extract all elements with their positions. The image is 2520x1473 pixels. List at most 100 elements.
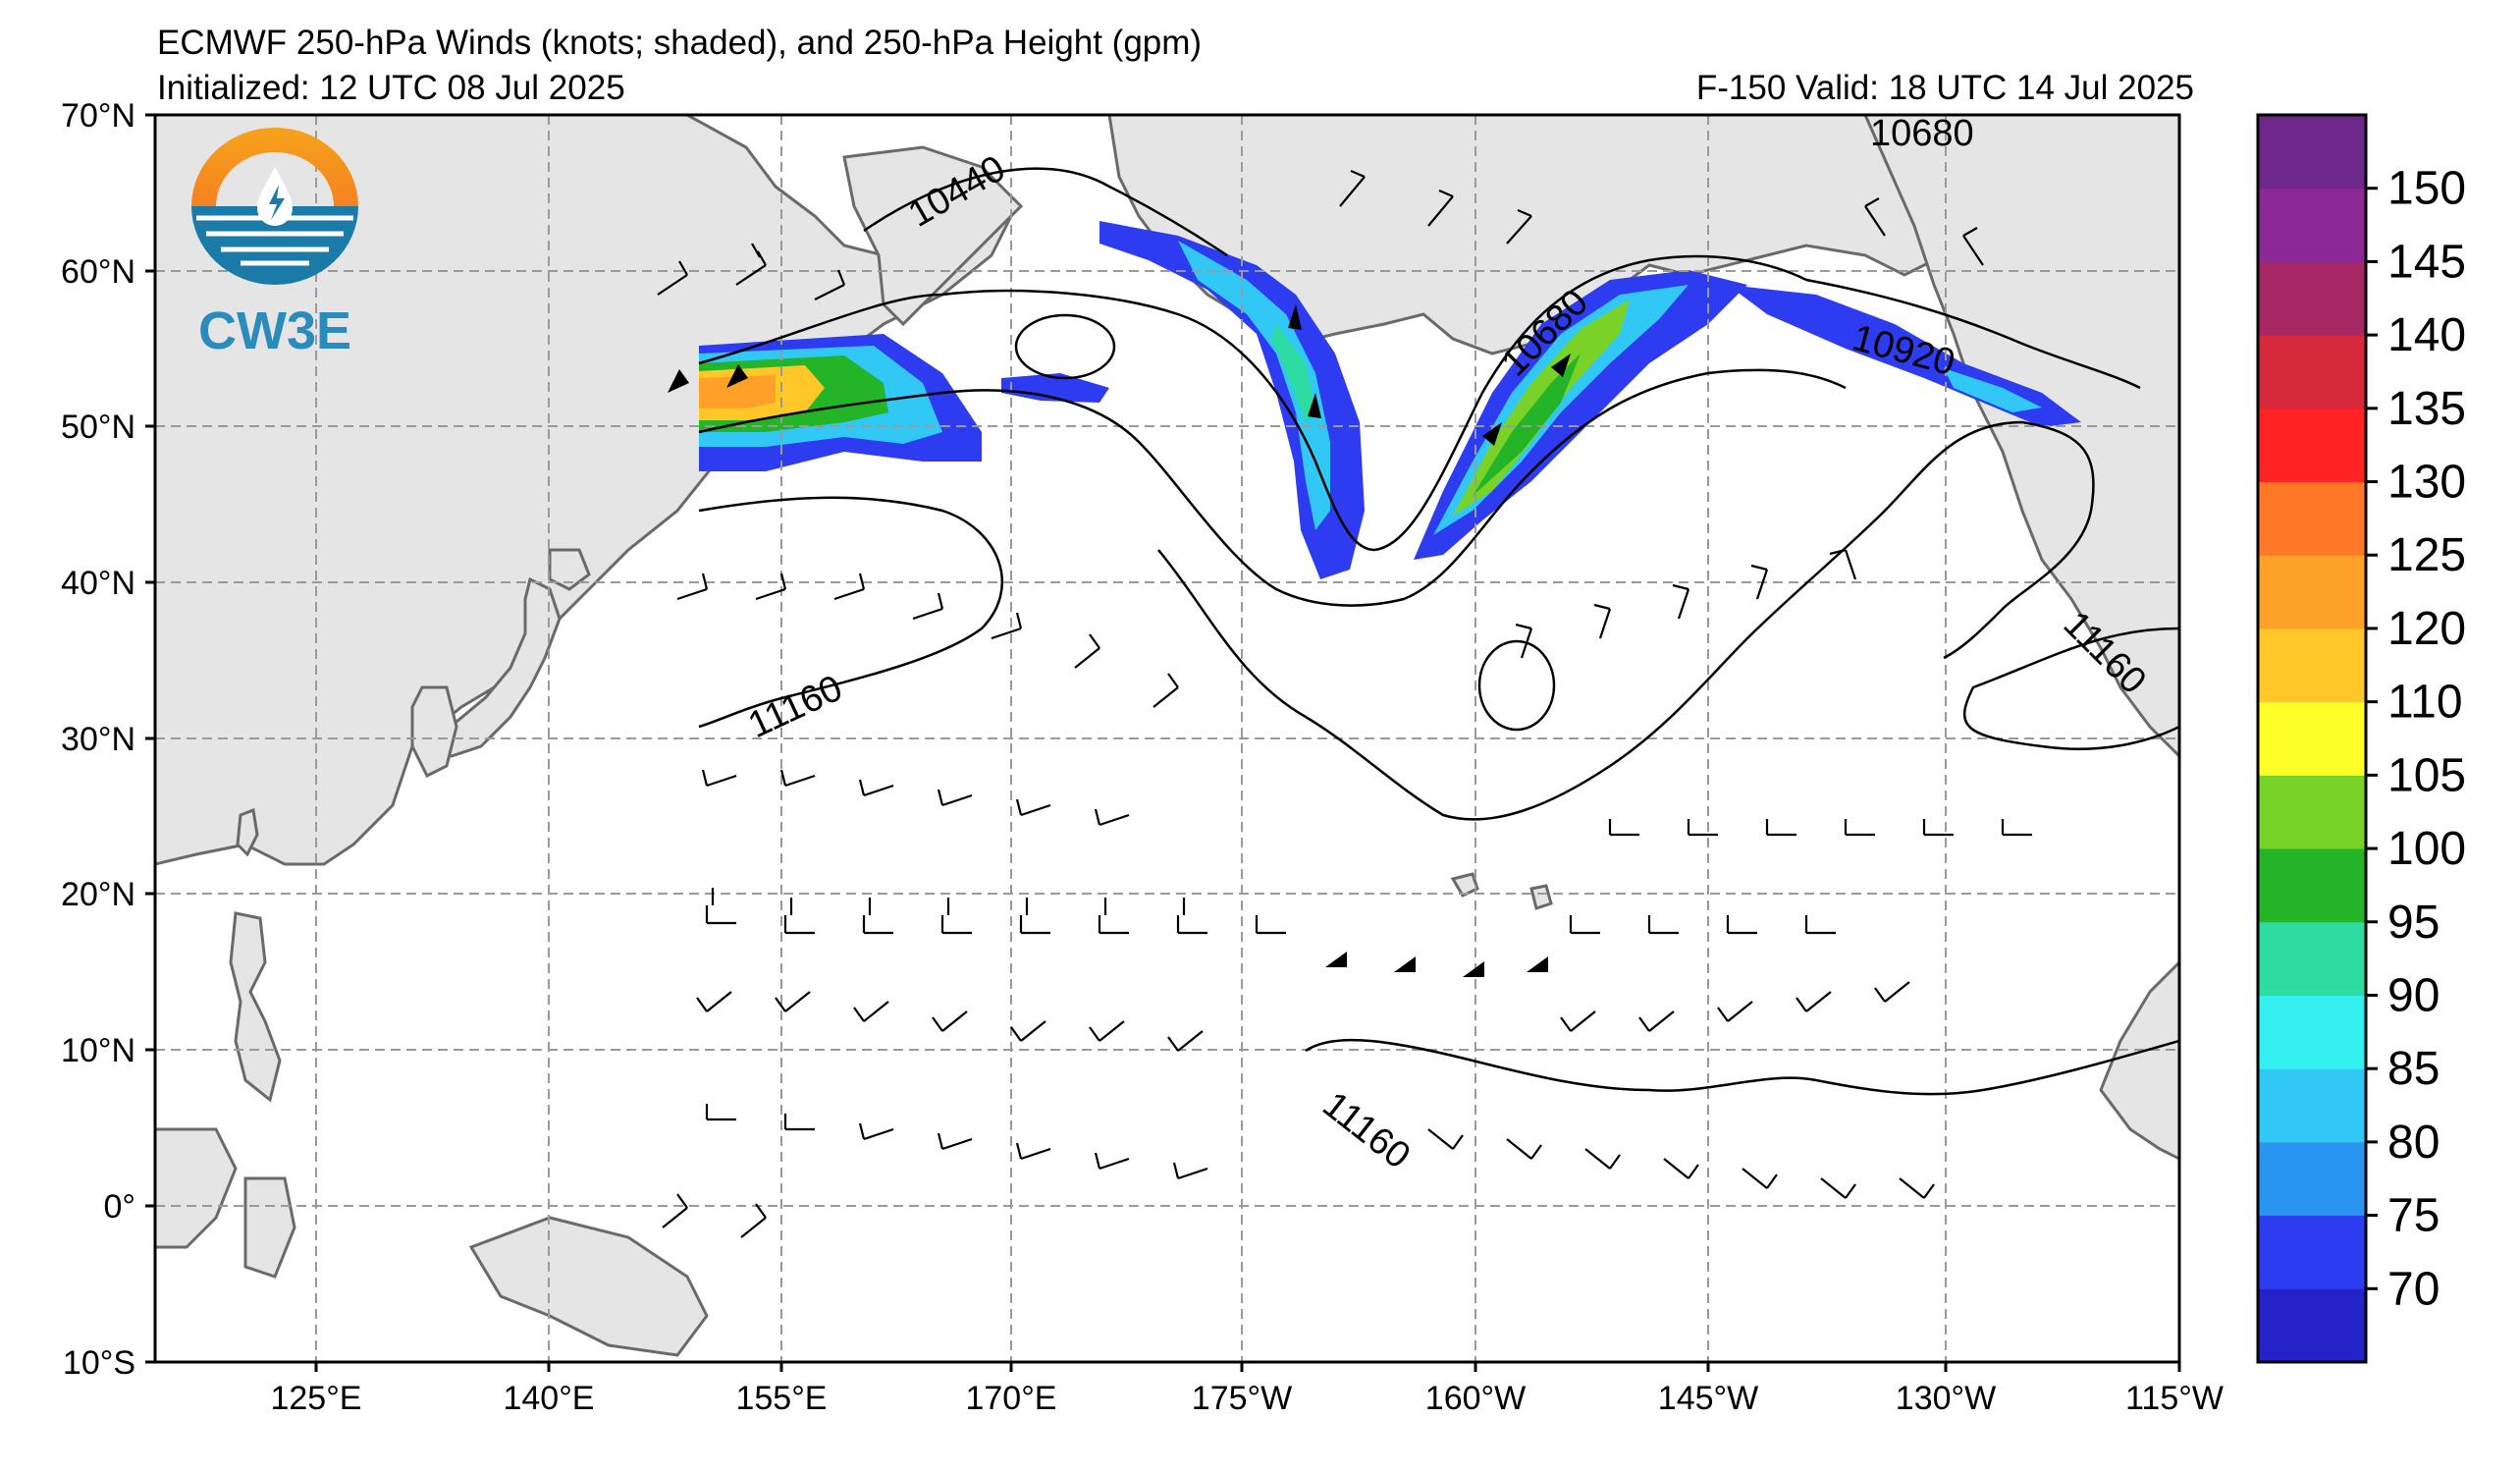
axis-ticks [145,113,2181,1372]
height-contours [698,167,2179,1096]
lat-label: 60°N [61,253,135,291]
valid-time-label: F-150 Valid: 18 UTC 14 Jul 2025 [1695,69,2194,107]
jet-trough-95 [1271,324,1315,422]
colorbar-tick-label: 145 [2387,236,2466,288]
land-japan [429,576,562,758]
map-content [155,115,2179,1362]
colorbar-bin [2258,995,2366,1069]
lat-label: 20°N [61,876,135,913]
colorbar-tick-label: 95 [2387,897,2440,949]
lon-label: 130°W [1896,1380,1996,1417]
colorbar-bin [2258,1215,2366,1289]
colorbar-bin [2258,1288,2366,1363]
colorbar-tick-label: 110 [2387,677,2463,729]
jet-aleutian [1001,373,1109,403]
contour-11160-east [1963,627,2179,750]
contour-11160-west [698,496,1004,729]
jet-bc-85 [1944,368,2042,412]
land-philippines [229,911,282,1103]
closed-high-1 [1014,313,1116,380]
lon-label: 155°E [735,1380,827,1417]
contour-10440 [863,167,1228,257]
lat-label: 10°N [61,1032,135,1069]
contour-11160-mid [1157,420,2095,821]
init-time-label: Initialized: 12 UTC 08 Jul 2025 [157,69,625,107]
colorbar-bin [2258,921,2366,996]
bolt-icon [269,185,285,220]
colorbar-frame [2256,113,2368,1364]
contour-10680-east [1805,278,2141,390]
contour-label: 10680 [1870,113,1974,154]
colorbar-tick-label: 125 [2387,529,2466,581]
colorbar-tick-label: 80 [2387,1117,2440,1169]
wind-pennants [668,304,1571,977]
lon-label: 125°E [270,1380,361,1417]
colorbar-bin [2258,335,2366,409]
jet-layer [699,221,2081,579]
lon-label: 175°W [1192,1380,1292,1417]
sun-ring-icon [191,128,358,206]
colorbar-tick-label: 85 [2387,1043,2440,1095]
closed-high-2 [1477,639,1556,732]
cw3e-logo: CW3E [191,128,358,360]
colorbar-tick-label: 150 [2387,163,2466,215]
colorbar-tick-label: 90 [2387,969,2440,1021]
land-north-america [1863,115,2179,759]
colorbar-bin [2258,188,2366,262]
colorbar-ticks: 150 145 140 135 130 125 120 110 105 100 95 90 85 80 75… [2366,163,2466,1315]
lon-label: 170°E [965,1380,1056,1417]
lat-label: 10°S [63,1344,135,1382]
graticule [155,115,2179,1362]
colorbar-tick-label: 75 [2387,1190,2440,1242]
map-title: ECMWF 250-hPa Winds (knots; shaded), and… [157,24,1203,62]
colorbar-tick-label: 105 [2387,749,2466,801]
jet-goa-75 [1414,270,1747,560]
jet-goa-95 [1473,354,1581,496]
lon-label: 115°W [2125,1380,2224,1417]
colorbar-bin [2258,627,2366,703]
colorbar-bin [2258,1068,2366,1143]
land-new-guinea [468,1216,709,1357]
wind-barbs [657,169,2032,1238]
land-korea [410,685,458,779]
colorbar-bin [2258,408,2366,483]
contour-10920 [698,368,1847,607]
colorbar-bin [2258,261,2366,336]
land-taiwan [236,807,259,857]
colorbar-tick-label: 140 [2387,309,2466,361]
lon-label: 140°E [503,1380,594,1417]
lon-label-group: 125°E 140°E 155°E 170°E 175°W 160°W 145°… [270,1380,2223,1417]
land-hawaii [1450,872,1553,910]
colorbar-tick-label: 130 [2387,457,2466,509]
lon-label: 160°W [1425,1380,1526,1417]
colorbar-bin [2258,481,2366,556]
colorbar-bin [2258,848,2366,923]
contour-11160-south [1305,1038,2179,1096]
colorbar-bin [2258,115,2366,190]
colorbar-bin [2258,701,2366,776]
land-mexico [2099,959,2179,1161]
colorbar-tick-label: 135 [2387,383,2466,435]
contour-10680-west [698,254,1807,552]
lat-label-group: 70°N 60°N 50°N 40°N 30°N 20°N 10°N 0° 10… [61,97,135,1382]
colorbar-bin [2258,555,2366,629]
colorbar [2256,113,2368,1364]
lat-label: 70°N [61,97,135,135]
lon-label: 145°W [1658,1380,1758,1417]
water-disc-icon [191,206,358,285]
colorbar-tick-label: 70 [2387,1263,2440,1315]
lat-label: 0° [103,1188,135,1226]
lat-label: 50°N [61,409,135,446]
colorbar-tick-label: 100 [2387,823,2466,875]
land-indonesia [155,1127,296,1279]
lat-label: 40°N [61,565,135,602]
colorbar-bin [2258,775,2366,849]
jet-west-125 [699,375,776,409]
jet-trough-75 [1099,221,1365,579]
colorbar-bin [2258,1141,2366,1217]
lat-label: 30°N [61,721,135,758]
colorbar-tick-label: 120 [2387,603,2466,655]
logo-text: CW3E [198,301,351,360]
